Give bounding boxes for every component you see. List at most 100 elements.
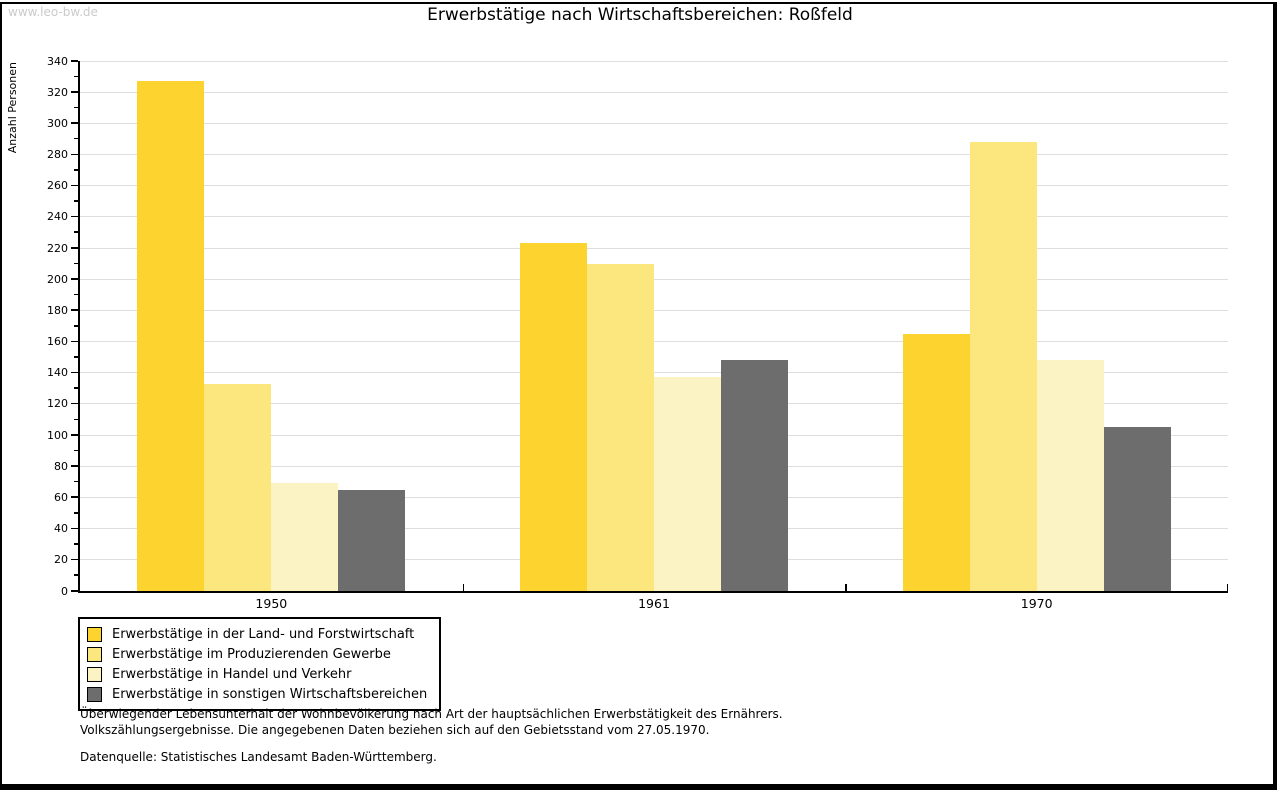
gridline (80, 91, 1228, 93)
y-major-tick (71, 527, 78, 530)
bar-series3-1970 (1036, 360, 1104, 591)
y-major-tick (71, 590, 78, 592)
y-tick-label: 20 (54, 553, 68, 567)
legend-color-swatch (87, 666, 102, 682)
gridline (80, 216, 1228, 218)
x-boundary-tick (845, 584, 847, 591)
y-minor-tick (74, 512, 78, 514)
y-minor-tick (74, 356, 78, 358)
y-minor-tick (74, 543, 78, 545)
y-major-tick (71, 247, 78, 249)
legend-label: Erwerbstätige in sonstigen Wirtschaftsbe… (112, 686, 428, 702)
y-major-tick (71, 153, 78, 156)
bar-series4-1961 (721, 360, 788, 591)
footnote-line-2: Volkszählungsergebnisse. Die angegebenen… (80, 723, 710, 737)
y-minor-tick (74, 574, 78, 576)
bar-series2-1970 (969, 142, 1037, 591)
gridline (80, 372, 1228, 374)
gridline (80, 122, 1228, 124)
x-tick-label: 1961 (638, 596, 670, 611)
y-major-tick (71, 60, 78, 62)
y-minor-tick (74, 480, 78, 483)
footnote-line-1: Überwiegender Lebensunterhalt der Wohnbe… (80, 707, 783, 721)
y-tick-label: 140 (47, 366, 68, 380)
legend-label: Erwerbstätige im Produzierenden Gewerbe (112, 646, 391, 662)
gridline (80, 341, 1228, 343)
bar-series4-1970 (1103, 427, 1171, 591)
y-major-tick (71, 434, 78, 436)
legend-color-swatch (87, 626, 102, 642)
gridline (80, 278, 1228, 280)
y-axis-title: Anzahl Personen (6, 62, 19, 154)
y-major-tick (71, 309, 78, 311)
y-minor-tick (74, 387, 78, 389)
y-minor-tick (74, 75, 78, 78)
plot-area: 0 20 40 60 80 100 120 140 160 180 200 220 240 260 280 3… (47, 55, 1228, 611)
legend-item: Erwerbstätige in sonstigen Wirtschaftsbe… (85, 684, 427, 704)
chart-title: Erwerbstätige nach Wirtschaftsbereichen:… (427, 5, 853, 25)
bar-series1-1961 (520, 243, 587, 591)
y-tick-label: 160 (47, 335, 68, 349)
y-minor-tick (74, 169, 78, 171)
x-tick-label: 1970 (1020, 596, 1053, 611)
bar-group-1970 (902, 142, 1171, 591)
y-tick-label: 280 (47, 148, 68, 162)
gridline (80, 60, 1228, 62)
y-tick-label: 60 (54, 490, 68, 504)
legend-label: Erwerbstätige in der Land- und Forstwirt… (112, 626, 415, 642)
bar-series1-1950 (137, 81, 205, 591)
y-major-tick (71, 371, 78, 374)
legend-color-swatch (87, 646, 102, 662)
y-tick-label: 120 (47, 397, 68, 411)
footnote: Überwiegender Lebensunterhalt der Wohnbe… (80, 706, 783, 765)
bar-series3-1950 (271, 483, 339, 591)
legend-color-swatch (87, 686, 102, 702)
y-tick-label: 320 (47, 85, 68, 99)
watermark: www.leo-bw.de (8, 5, 98, 19)
y-major-tick (71, 184, 78, 187)
y-tick-label: 220 (47, 241, 68, 255)
y-minor-tick (74, 293, 78, 296)
x-tick-label: 1950 (255, 596, 288, 611)
y-minor-tick (74, 106, 78, 109)
y-tick-label: 0 (61, 584, 68, 598)
y-minor-tick (74, 200, 78, 202)
y-tick-label: 180 (47, 303, 68, 317)
x-end-tick (1226, 584, 1228, 591)
bar-series2-1950 (204, 383, 272, 591)
bar-series1-1970 (902, 333, 970, 591)
bar-series2-1961 (587, 263, 654, 591)
y-major-tick (71, 465, 78, 467)
bar-group-1961 (520, 243, 788, 591)
y-major-tick (71, 558, 78, 561)
y-major-tick (71, 215, 78, 218)
legend-item: Erwerbstätige im Produzierenden Gewerbe (85, 644, 427, 664)
data-source: Datenquelle: Statistisches Landesamt Bad… (80, 750, 437, 764)
gridline (80, 309, 1228, 311)
y-major-tick (71, 340, 78, 343)
y-tick-label: 100 (47, 428, 68, 442)
bar-series4-1950 (338, 489, 406, 591)
y-tick-label: 340 (47, 54, 68, 68)
y-tick-label: 40 (54, 522, 68, 536)
legend-item: Erwerbstätige in Handel und Verkehr (85, 664, 427, 684)
gridline (80, 247, 1228, 249)
y-minor-tick (74, 262, 78, 265)
y-minor-tick (74, 137, 78, 140)
y-tick-label: 300 (47, 116, 68, 130)
x-boundary-tick (462, 584, 465, 591)
bar-group-1950 (137, 81, 406, 591)
bar-series3-1961 (654, 377, 721, 591)
y-major-tick (71, 278, 78, 280)
legend-item: Erwerbstätige in der Land- und Forstwirt… (85, 624, 427, 644)
y-minor-tick (74, 325, 78, 327)
y-major-tick (71, 496, 78, 498)
legend: Erwerbstätige in der Land- und Forstwirt… (78, 617, 442, 711)
y-major-tick (71, 91, 78, 93)
x-axis-line (78, 591, 1228, 593)
legend-label: Erwerbstätige in Handel und Verkehr (112, 666, 352, 682)
y-major-tick (71, 122, 78, 124)
y-minor-tick (74, 418, 78, 421)
gridline (80, 154, 1228, 156)
gridline (80, 185, 1228, 187)
